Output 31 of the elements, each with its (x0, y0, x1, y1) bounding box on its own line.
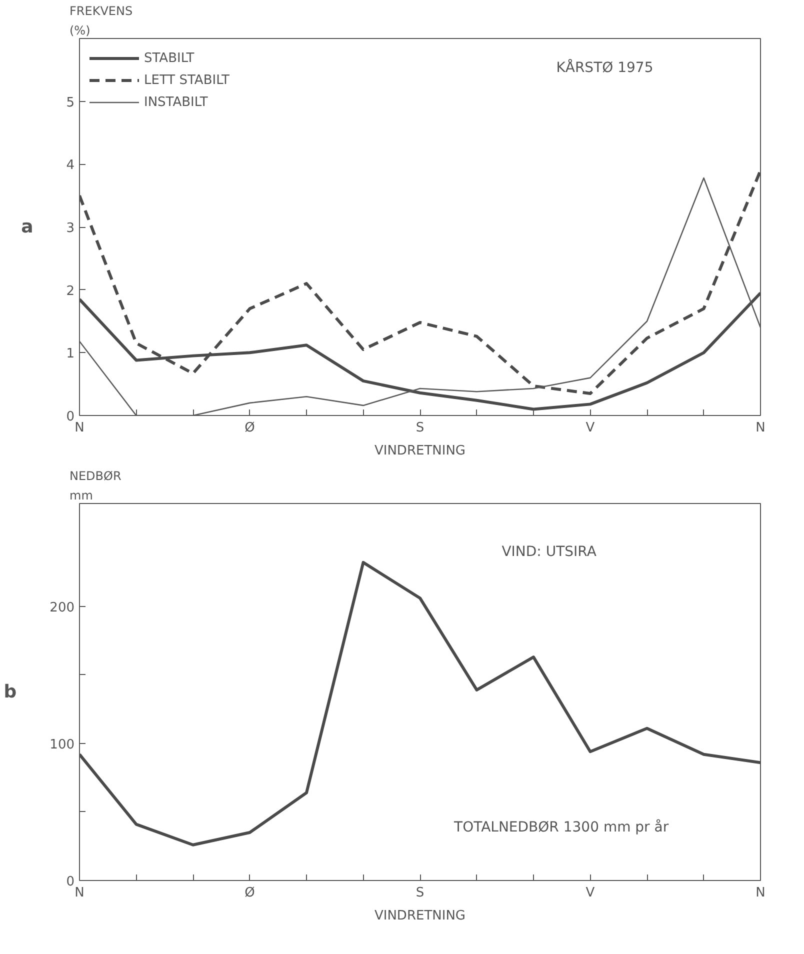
x-tick-label: N (756, 420, 766, 436)
y-tick-label: 0 (66, 874, 75, 890)
x-tick-label: N (74, 420, 84, 436)
x-tick-label: Ø (244, 420, 255, 436)
annotation: KÅRSTØ 1975 (556, 59, 654, 76)
annotation: VIND: UTSIRA (502, 544, 597, 560)
x-axis-title: VINDRETNING (374, 908, 466, 924)
annotation: TOTALNEDBØR 1300 mm pr år (453, 818, 669, 836)
x-tick-label: V (586, 420, 595, 436)
x-tick-label: N (74, 886, 84, 900)
legend-label: STABILT (144, 50, 194, 66)
y-tick-label: 1 (66, 346, 75, 362)
y-axis-title: NEDBØR mm (70, 468, 122, 502)
x-tick-label: V (586, 886, 595, 900)
text: a (21, 216, 34, 238)
y-axis-title: FREKVENS (%) (70, 4, 133, 38)
x-axis-title: VINDRETNING (374, 444, 466, 458)
legend-label: INSTABILT (144, 94, 208, 110)
x-tick-label: S (416, 886, 424, 900)
y-tick-label: 0 (66, 410, 75, 424)
x-tick-label: S (416, 420, 424, 436)
y-tick-label: 100 (50, 737, 75, 752)
legend-label: LETT STABILT (144, 72, 230, 88)
y-tick-label: 200 (50, 600, 75, 616)
text: b (4, 682, 17, 702)
y-tick-label: 3 (66, 221, 75, 236)
y-tick-label: 5 (66, 95, 75, 110)
x-tick-label: Ø (244, 886, 255, 900)
x-tick-label: N (756, 886, 766, 900)
y-tick-label: 4 (66, 158, 75, 174)
y-tick-label: 2 (66, 284, 75, 299)
